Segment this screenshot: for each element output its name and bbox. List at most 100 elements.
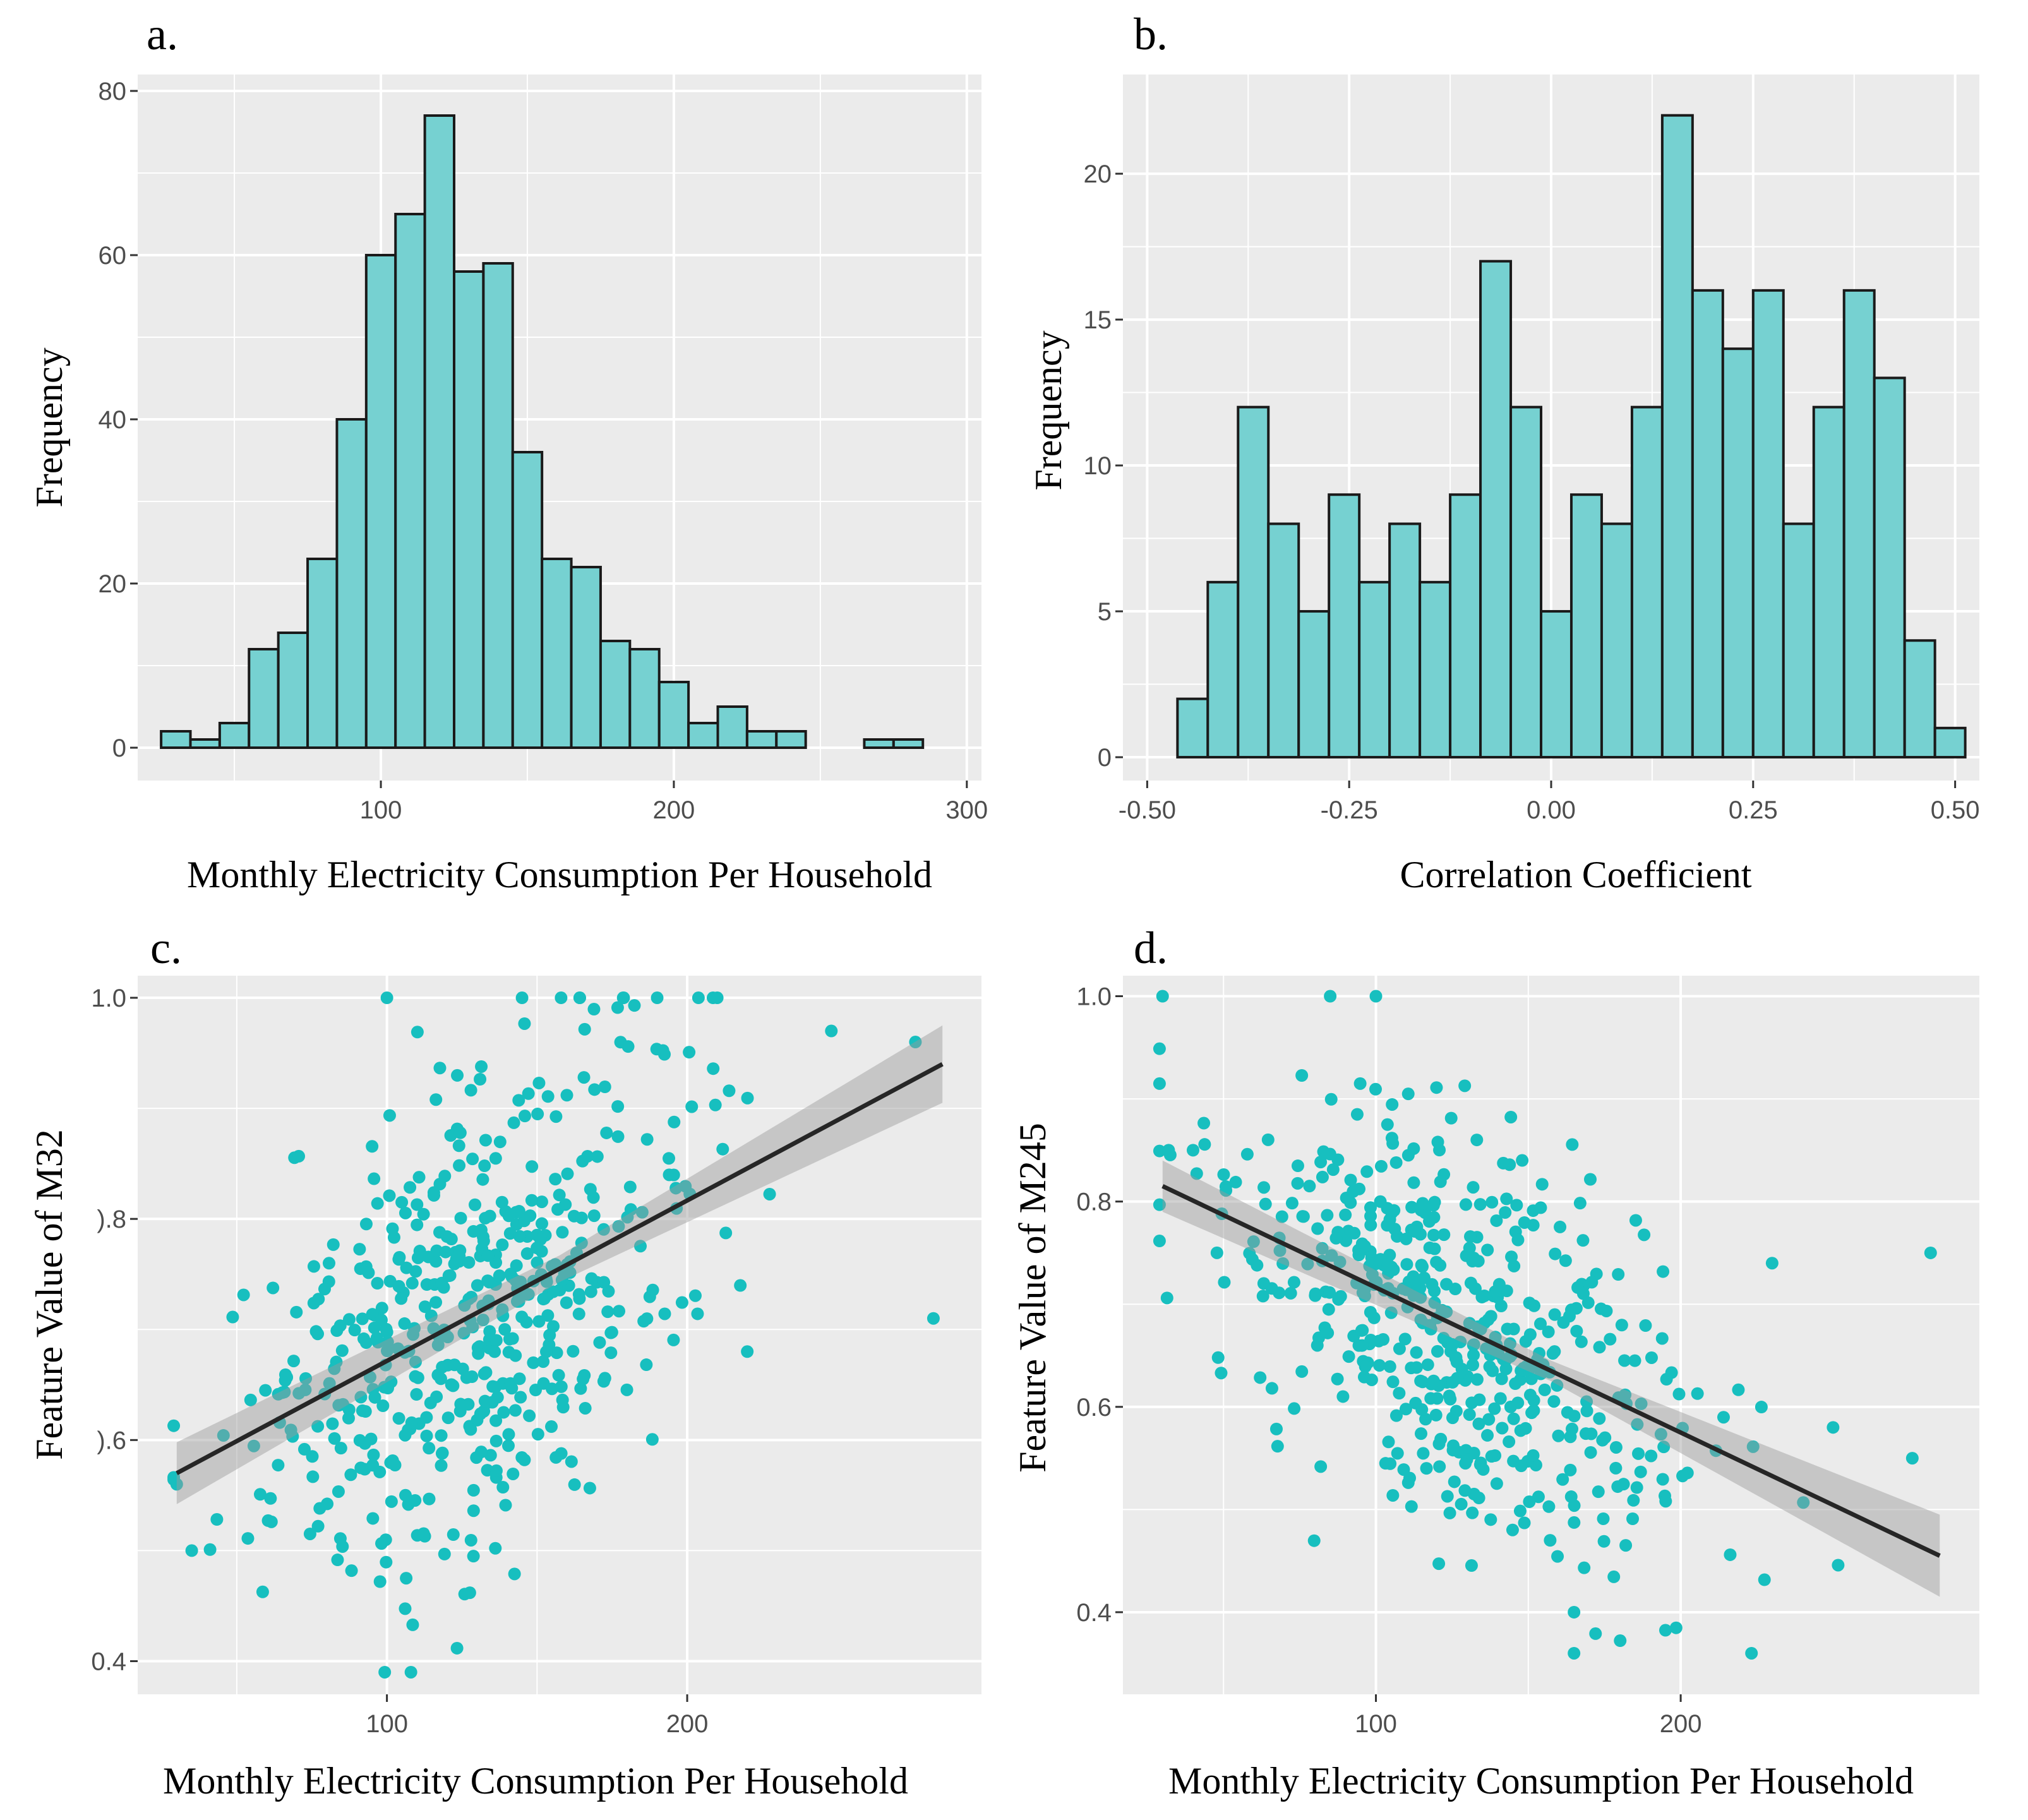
panel-c-data-point [464, 1533, 477, 1547]
panel-c-data-point [541, 1090, 555, 1103]
panel-c-data-point [508, 1567, 521, 1581]
panel-d-data-point [1153, 1144, 1166, 1158]
panel-c-data-point [453, 1126, 467, 1139]
panel-c-data-point [430, 1390, 443, 1403]
panel-b-histogram-bar [1267, 522, 1300, 759]
panel-d-data-point [1519, 1335, 1532, 1348]
panel-c-data-point [591, 1150, 604, 1163]
panel-c-data-point [423, 1492, 436, 1506]
panel-d-data-point [1578, 1561, 1591, 1574]
panel-c-data-point [488, 1345, 501, 1358]
panel-c-data-point [667, 1168, 680, 1182]
panel-c-data-point [418, 1300, 431, 1314]
panel-d-data-point [1153, 1077, 1166, 1090]
panel-c-data-point [410, 1388, 423, 1401]
panel-d-data-point [1568, 1605, 1581, 1619]
panel-c-data-point [311, 1420, 325, 1433]
panel-d-data-point [1672, 1387, 1686, 1401]
panel-c-data-point [424, 1309, 438, 1322]
panel-d-data-point [1635, 1397, 1648, 1410]
panel-c-data-point [247, 1439, 260, 1452]
panel-d-data-point [1564, 1463, 1577, 1476]
panel-d-data-point [1259, 1197, 1272, 1211]
panel-d-data-point [1544, 1534, 1557, 1547]
panel-d-data-point [1615, 1319, 1628, 1332]
panel-a-histogram-bar [716, 705, 748, 749]
panel-c-data-point [493, 1269, 506, 1283]
panel-c-data-point [439, 1245, 452, 1259]
panel-d-data-point [1576, 1234, 1590, 1247]
panel-d-data-point [1535, 1178, 1549, 1191]
panel-c-data-point [637, 1315, 651, 1328]
panel-c-data-point [909, 1036, 922, 1049]
panel-d-x-axis-title: Monthly Electricity Consumption Per Hous… [1168, 1760, 1914, 1802]
panel-d-data-point [1397, 1463, 1410, 1476]
panel-d-data-point [1271, 1440, 1284, 1453]
panel-c-data-point [453, 1250, 466, 1263]
panel-c-data-point [496, 1303, 509, 1316]
panel-d-data-point [1407, 1176, 1420, 1189]
panel-b-histogram-bar [1297, 610, 1331, 759]
panel-d-data-point [1657, 1265, 1670, 1278]
panel-c-data-point [297, 1442, 311, 1456]
panel-d-data-point [1367, 1311, 1381, 1324]
panel-d-data-point [1414, 1291, 1427, 1304]
panel-c-data-point [501, 1439, 515, 1452]
panel-c-data-point [679, 1180, 692, 1193]
panel-c-data-point [259, 1384, 272, 1397]
panel-d-data-point [1614, 1634, 1627, 1648]
panel-c-data-point [344, 1468, 357, 1482]
panel-c-data-point [585, 1272, 598, 1285]
panel-c-data-point [356, 1404, 369, 1417]
panel-d-data-point [1160, 1291, 1173, 1305]
panel-d-data-point [1470, 1134, 1484, 1147]
panel-d-data-point [1797, 1496, 1810, 1509]
panel-d-data-point [1291, 1176, 1304, 1190]
panel-d-data-point [1446, 1411, 1459, 1425]
panel-c-data-point [667, 1333, 680, 1346]
panel-c-data-point [545, 1420, 558, 1434]
panel-c-data-point [318, 1283, 331, 1296]
panel-c-data-point [559, 1198, 572, 1211]
panel-d-data-point [1364, 1201, 1377, 1214]
panel-d-data-point [1407, 1142, 1420, 1155]
panel-d-data-point [1525, 1372, 1538, 1386]
panel-c-data-point [423, 1442, 436, 1455]
panel-d-data-point [1324, 1093, 1338, 1106]
panel-d-data-point [1316, 1170, 1329, 1183]
panel-d-data-point [1162, 1144, 1175, 1157]
panel-c-data-point [578, 1022, 591, 1036]
panel-d-data-point [1446, 1439, 1460, 1452]
panel-d-data-point [1638, 1228, 1651, 1242]
panel-c-data-point [385, 1375, 398, 1389]
panel-d-data-point [1477, 1463, 1490, 1476]
panel-c-plot-area [138, 976, 981, 1694]
panel-d-data-point [1691, 1387, 1704, 1400]
panel-d-data-point [1600, 1304, 1613, 1317]
panel-d-data-point [1467, 1338, 1480, 1351]
panel-d-data-point [1527, 1449, 1540, 1462]
panel-c-data-point [371, 1197, 384, 1210]
panel-d-data-point [1408, 1276, 1421, 1290]
panel-c-data-point [435, 1447, 448, 1460]
panel-c-data-point [549, 1110, 563, 1123]
panel-d-data-point [1597, 1535, 1611, 1548]
panel-d-data-point [1549, 1247, 1562, 1260]
panel-c-data-point [411, 1026, 424, 1039]
panel-c-data-point [568, 1478, 581, 1491]
panel-d-data-point [1430, 1081, 1443, 1094]
panel-d-data-point [1415, 1403, 1429, 1416]
panel-d-data-point [1467, 1358, 1480, 1372]
panel-c-data-point [452, 1139, 465, 1152]
panel-c-data-point [763, 1187, 776, 1200]
panel-d-data-point [1360, 1165, 1374, 1178]
panel-c-data-point [331, 1554, 344, 1567]
panel-c-data-point [575, 1211, 588, 1224]
panel-c-data-point [602, 1284, 615, 1298]
panel-c-data-point [584, 1183, 597, 1196]
panel-d-data-point [1546, 1347, 1559, 1360]
panel-c-data-point [359, 1336, 373, 1350]
panel-a-histogram-bar [218, 722, 251, 749]
panel-d-data-point [1321, 1209, 1334, 1222]
panel-c-data-point [170, 1478, 183, 1491]
